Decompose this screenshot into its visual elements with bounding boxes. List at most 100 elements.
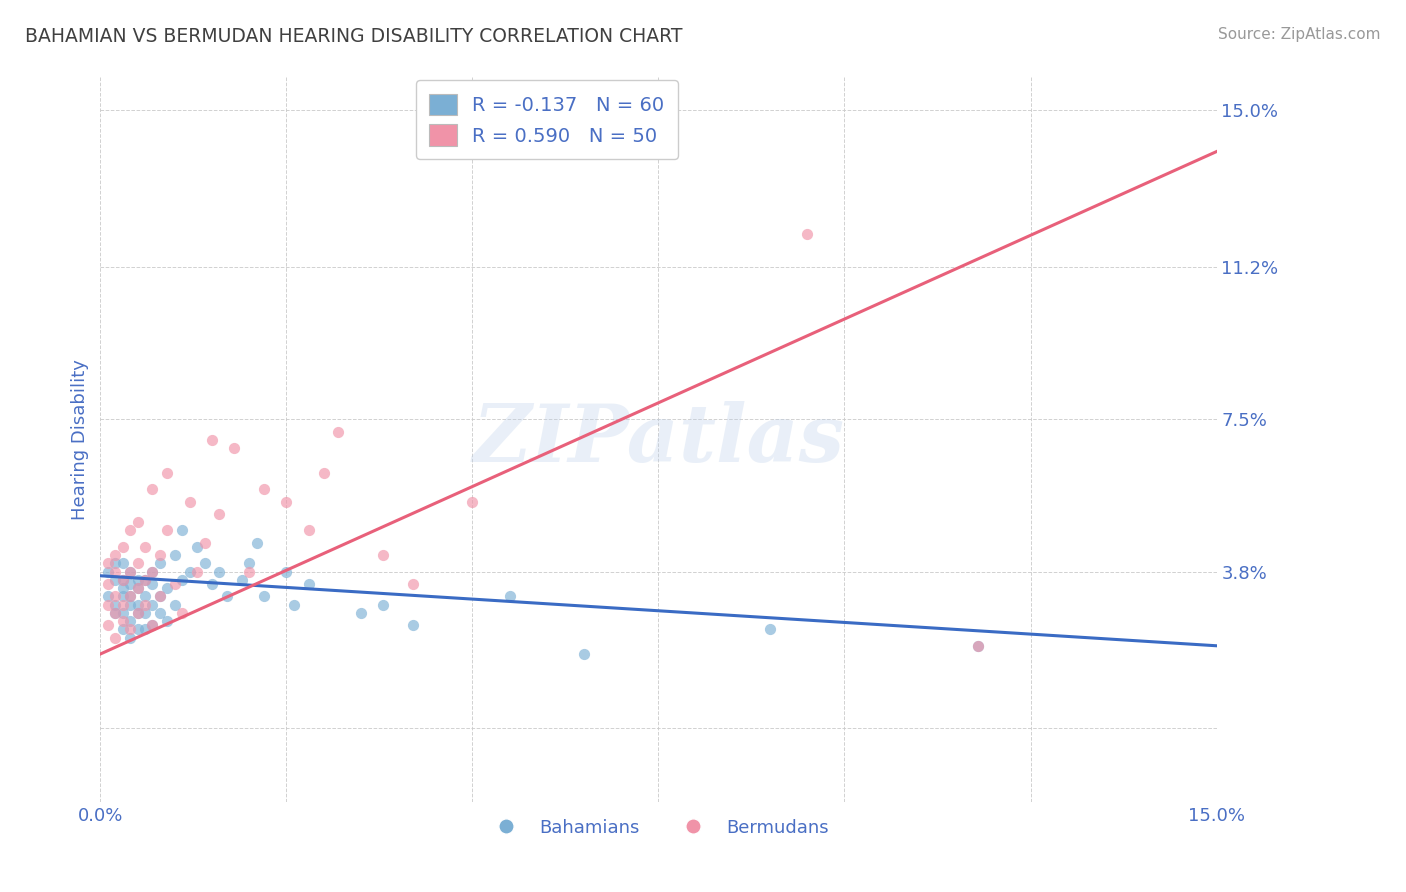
Point (104, 548, 127, 562)
Point (111, 622, 134, 636)
Point (141, 598, 163, 612)
Point (111, 573, 134, 587)
Point (350, 606, 373, 620)
Point (328, 425, 350, 439)
Point (141, 565, 163, 579)
Y-axis label: Hearing Disability: Hearing Disability (72, 359, 89, 520)
Point (461, 494, 484, 508)
Point (111, 614, 134, 628)
Point (208, 565, 231, 579)
Point (120, 622, 142, 636)
Point (967, 639, 990, 653)
Point (172, 606, 194, 620)
Point (283, 598, 305, 612)
Point (141, 618, 163, 632)
Point (201, 577, 224, 591)
Point (104, 573, 127, 587)
Point (149, 606, 172, 620)
Point (238, 565, 260, 579)
Point (246, 536, 269, 550)
Point (120, 565, 142, 579)
Point (111, 557, 134, 571)
Point (111, 598, 134, 612)
Point (371, 548, 394, 562)
Point (402, 618, 425, 632)
Point (163, 577, 186, 591)
Point (276, 494, 298, 508)
Point (312, 466, 335, 480)
Point (120, 614, 142, 628)
Text: ZIPatlas: ZIPatlas (472, 401, 845, 479)
Point (127, 598, 149, 612)
Point (141, 618, 163, 632)
Point (141, 483, 163, 497)
Point (796, 227, 818, 241)
Point (127, 622, 149, 636)
Point (134, 590, 156, 604)
Point (134, 606, 156, 620)
Point (127, 581, 149, 595)
Point (149, 590, 172, 604)
Point (97, 557, 120, 571)
Point (141, 565, 163, 579)
Point (97, 618, 120, 632)
Point (371, 598, 394, 612)
Point (111, 573, 134, 587)
Point (156, 524, 179, 538)
Point (298, 524, 321, 538)
Point (120, 631, 142, 645)
Point (104, 598, 127, 612)
Point (141, 577, 163, 591)
Point (572, 647, 595, 661)
Text: BAHAMIAN VS BERMUDAN HEARING DISABILITY CORRELATION CHART: BAHAMIAN VS BERMUDAN HEARING DISABILITY … (25, 27, 683, 45)
Point (967, 639, 990, 653)
Point (120, 598, 142, 612)
Point (120, 590, 142, 604)
Point (127, 515, 149, 529)
Point (179, 565, 201, 579)
Point (120, 524, 142, 538)
Point (104, 631, 127, 645)
Point (120, 577, 142, 591)
Point (111, 581, 134, 595)
Point (149, 590, 172, 604)
Point (402, 577, 425, 591)
Point (149, 548, 172, 562)
Point (127, 606, 149, 620)
Point (163, 598, 186, 612)
Point (120, 565, 142, 579)
Point (759, 622, 782, 636)
Point (215, 590, 238, 604)
Point (276, 565, 298, 579)
Point (127, 581, 149, 595)
Point (231, 573, 253, 587)
Point (104, 565, 127, 579)
Point (104, 590, 127, 604)
Point (224, 441, 246, 455)
Point (134, 540, 156, 554)
Point (179, 494, 201, 508)
Point (208, 507, 231, 521)
Point (111, 590, 134, 604)
Point (253, 590, 276, 604)
Point (127, 606, 149, 620)
Point (498, 590, 520, 604)
Point (149, 557, 172, 571)
Point (97, 577, 120, 591)
Legend: Bahamians, Bermudans: Bahamians, Bermudans (481, 812, 835, 844)
Point (134, 573, 156, 587)
Point (253, 483, 276, 497)
Point (127, 573, 149, 587)
Point (193, 536, 215, 550)
Point (97, 598, 120, 612)
Point (104, 606, 127, 620)
Point (172, 524, 194, 538)
Point (201, 433, 224, 447)
Point (156, 614, 179, 628)
Point (238, 557, 260, 571)
Point (156, 581, 179, 595)
Point (186, 540, 208, 554)
Point (172, 573, 194, 587)
Point (120, 590, 142, 604)
Point (193, 557, 215, 571)
